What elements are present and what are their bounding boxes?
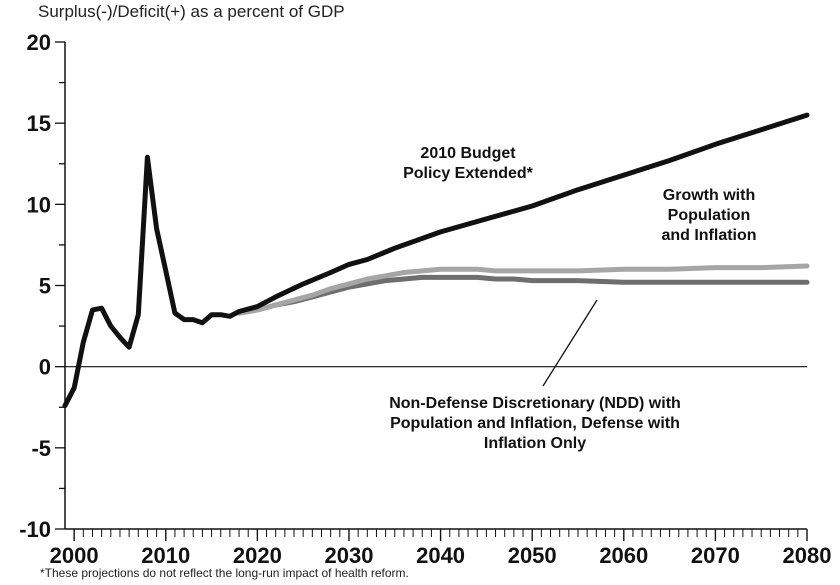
x-tick-label: 2010 bbox=[141, 543, 190, 568]
x-tick-label: 2050 bbox=[508, 543, 557, 568]
annotation-growth-population: Growth with Population and Inflation bbox=[661, 187, 756, 244]
y-tick-label: 0 bbox=[39, 355, 51, 380]
x-tick-label: 2000 bbox=[50, 543, 99, 568]
series-line-1 bbox=[236, 274, 810, 316]
annotation-ndd: Non-Defense Discretionary (NDD) with Popu… bbox=[389, 395, 681, 452]
y-tick-label: 20 bbox=[27, 30, 51, 55]
y-tick-label: -5 bbox=[31, 436, 51, 461]
y-tick-label: 15 bbox=[27, 111, 51, 136]
x-tick-label: 2030 bbox=[324, 543, 373, 568]
series-line-3 bbox=[62, 112, 810, 409]
annotations: 2010 Budget Policy Extended* Growth with Po… bbox=[389, 145, 756, 452]
y-axis-label: Surplus(-)/Deficit(+) as a percent of GD… bbox=[38, 2, 345, 21]
annotation-policy-extended: 2010 Budget Policy Extended* bbox=[403, 145, 534, 182]
series-lines bbox=[62, 112, 810, 409]
y-tick-label: -10 bbox=[19, 517, 51, 542]
x-tick-label: 2080 bbox=[783, 543, 832, 568]
tick-marks bbox=[55, 41, 808, 541]
x-tick-label: 2070 bbox=[691, 543, 740, 568]
y-tick-label: 5 bbox=[39, 274, 51, 299]
x-tick-label: 2020 bbox=[233, 543, 282, 568]
footnote: *These projections do not reflect the lo… bbox=[40, 566, 409, 580]
x-tick-labels: 2000 2010 2020 2030 2040 2050 2060 2070 2080 bbox=[50, 543, 832, 568]
x-tick-label: 2040 bbox=[416, 543, 465, 568]
axes bbox=[64, 42, 807, 530]
series-line-2 bbox=[236, 263, 810, 316]
y-tick-label: 10 bbox=[27, 192, 51, 217]
x-tick-label: 2060 bbox=[599, 543, 648, 568]
annotation-leader-line bbox=[542, 299, 598, 387]
y-tick-labels: 20 15 10 5 0 -5 -10 bbox=[19, 30, 51, 542]
